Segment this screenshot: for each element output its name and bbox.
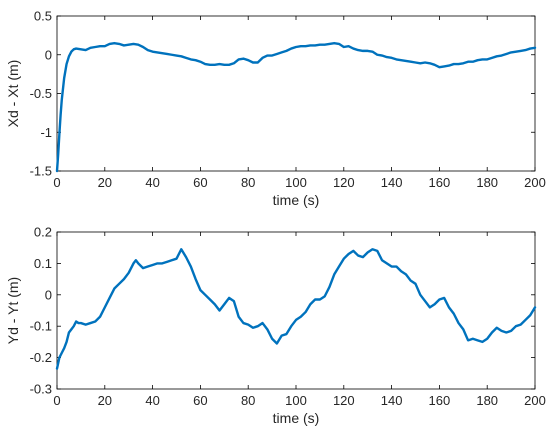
- x-tick-label: 100: [285, 393, 307, 408]
- y-tick-label: 0.5: [34, 9, 52, 24]
- x-tick-label: 20: [98, 393, 112, 408]
- y-tick-label: 0.2: [34, 225, 52, 240]
- x-tick-label: 0: [53, 393, 60, 408]
- y-tick-label: -0.3: [30, 382, 52, 397]
- x-tick-label: 100: [285, 175, 307, 190]
- y-tick-label: -0.5: [30, 86, 52, 101]
- y-tick-label: -1: [40, 125, 52, 140]
- x-tick-label: 200: [524, 393, 546, 408]
- x-tick-label: 20: [98, 175, 112, 190]
- y-tick-label: -1.5: [30, 164, 52, 179]
- series-line-1: [55, 248, 537, 370]
- x-tick-label: 140: [381, 393, 403, 408]
- axes-box: [56, 231, 536, 390]
- subplot-2: 0 20 40 60 80 100 120 140 160 180 200 -0.3 -0.2 -0.1 0…: [5, 225, 546, 427]
- y-tick-label: 0: [45, 47, 52, 62]
- x-tick-label: 160: [429, 175, 451, 190]
- x-tick-label: 120: [333, 175, 355, 190]
- x-tick-label: 180: [476, 175, 498, 190]
- x-tick-label: 80: [241, 393, 255, 408]
- subplot-1: 0 20 40 60 80 100 120 140 160 180 200 -1.5 -1 -0.5 0 0.…: [5, 9, 546, 209]
- x-tick-label: 80: [241, 175, 255, 190]
- x-tick-label: 40: [145, 393, 159, 408]
- x-axis-label: time (s): [273, 410, 320, 426]
- y-tick-label: -0.1: [30, 319, 52, 334]
- y-tick-label: 0: [45, 287, 52, 302]
- y-tick-label: -0.2: [30, 350, 52, 365]
- x-tick-label: 140: [381, 175, 403, 190]
- x-tick-label: 60: [193, 393, 207, 408]
- x-tick-label: 0: [53, 175, 60, 190]
- x-tick-label: 120: [333, 393, 355, 408]
- y-tick-label: 0.1: [34, 256, 52, 271]
- x-axis-label: time (s): [273, 192, 320, 208]
- x-tick-label: 40: [145, 175, 159, 190]
- x-tick-label: 180: [476, 393, 498, 408]
- x-tick-label: 60: [193, 175, 207, 190]
- x-tick-label: 160: [429, 393, 451, 408]
- y-axis-label: Yd - Yt (m): [5, 277, 21, 344]
- axes-box: [56, 15, 536, 172]
- y-axis-label: Xd - Xt (m): [5, 60, 21, 128]
- x-tick-label: 200: [524, 175, 546, 190]
- series-line-1: [55, 41, 537, 173]
